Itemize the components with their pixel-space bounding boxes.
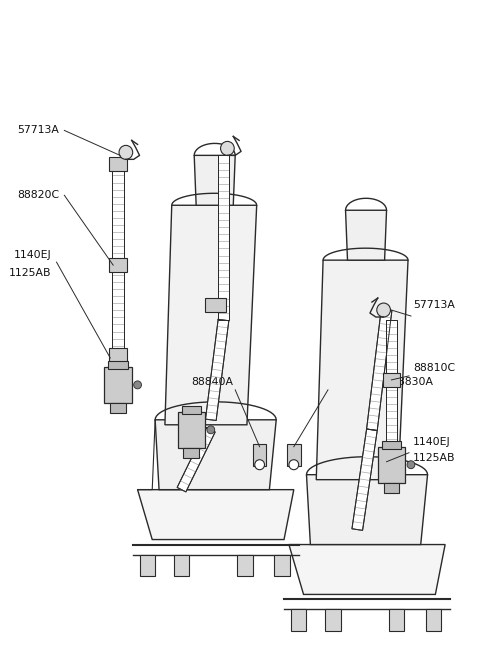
Bar: [109, 258, 127, 272]
Text: 1140EJ: 1140EJ: [413, 437, 451, 447]
Bar: [109, 157, 127, 171]
Polygon shape: [165, 205, 257, 425]
Bar: [253, 443, 266, 466]
Text: 88830A: 88830A: [391, 377, 433, 387]
Bar: [287, 443, 300, 466]
Circle shape: [207, 426, 215, 434]
Bar: [383, 373, 400, 387]
Bar: [384, 483, 399, 493]
Polygon shape: [289, 544, 445, 594]
Bar: [109, 348, 127, 362]
Polygon shape: [218, 155, 229, 320]
Polygon shape: [316, 260, 408, 480]
Circle shape: [377, 303, 390, 317]
Polygon shape: [155, 420, 276, 489]
Text: 1125AB: 1125AB: [413, 453, 456, 462]
Polygon shape: [307, 475, 428, 544]
Bar: [183, 448, 199, 458]
Text: 88820C: 88820C: [17, 190, 60, 200]
Bar: [388, 609, 404, 631]
Bar: [140, 554, 155, 577]
Polygon shape: [385, 320, 397, 460]
Bar: [378, 447, 405, 483]
Bar: [205, 298, 227, 312]
Polygon shape: [352, 429, 377, 531]
Bar: [178, 412, 205, 448]
Bar: [110, 403, 126, 413]
Bar: [104, 367, 132, 403]
Bar: [382, 441, 401, 449]
Text: 1140EJ: 1140EJ: [14, 250, 52, 260]
Text: 88840A: 88840A: [191, 377, 233, 387]
Text: 57713A: 57713A: [18, 125, 60, 135]
Text: 57713A: 57713A: [413, 300, 455, 310]
Polygon shape: [138, 489, 294, 539]
Polygon shape: [194, 155, 235, 205]
Polygon shape: [346, 211, 386, 260]
Polygon shape: [112, 169, 124, 360]
Polygon shape: [367, 310, 392, 430]
Bar: [274, 554, 290, 577]
Text: 1125AB: 1125AB: [9, 268, 52, 278]
Polygon shape: [177, 428, 215, 492]
Bar: [174, 554, 189, 577]
Text: 88810C: 88810C: [413, 363, 455, 373]
Circle shape: [407, 461, 415, 468]
Circle shape: [221, 142, 234, 155]
Bar: [291, 609, 307, 631]
Bar: [237, 554, 253, 577]
Bar: [426, 609, 441, 631]
Circle shape: [119, 146, 132, 159]
Bar: [181, 406, 201, 414]
Circle shape: [133, 381, 142, 389]
Bar: [325, 609, 341, 631]
Bar: [108, 361, 128, 369]
Circle shape: [289, 460, 299, 470]
Polygon shape: [205, 319, 229, 420]
Circle shape: [255, 460, 264, 470]
